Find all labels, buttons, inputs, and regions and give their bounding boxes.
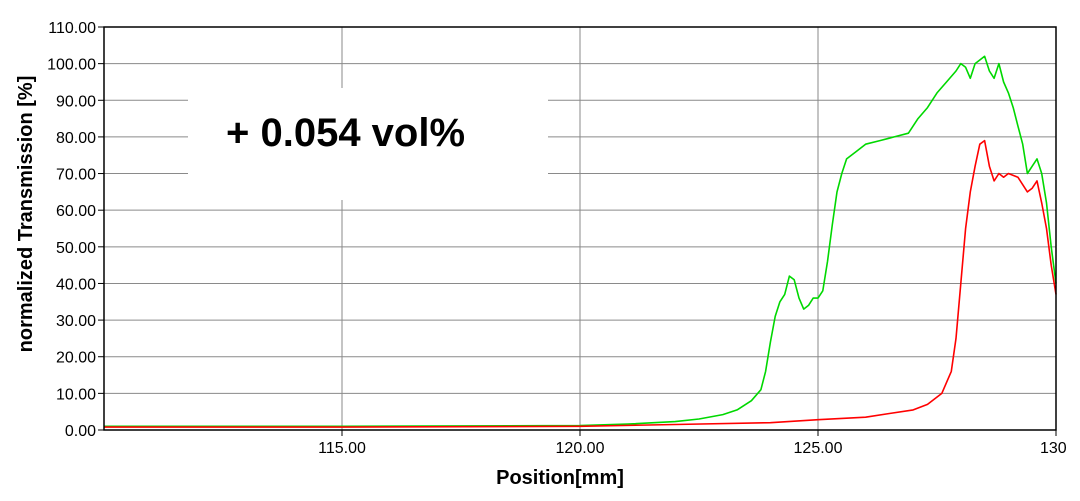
y-tick-label: 10.00 [56, 386, 96, 403]
y-tick-label: 50.00 [56, 240, 96, 257]
series-group [104, 55, 1057, 428]
x-tick-label: 120.00 [556, 440, 605, 457]
annotation-label: + 0.054 vol% [226, 111, 465, 155]
y-tick-label: 110.00 [48, 20, 96, 37]
series-line-1 [104, 55, 1057, 428]
y-tick-label: 40.00 [56, 276, 96, 293]
x-tick-label: 130 [1040, 440, 1067, 457]
y-tick-label: 70.00 [56, 167, 96, 184]
x-axis: 115.00 120.00 125.00 130 [318, 430, 1067, 457]
y-axis-title: normalized Transmission [%] [15, 76, 37, 353]
series-line-2 [104, 139, 1057, 428]
annotation-box [188, 88, 548, 200]
y-tick-label: 80.00 [56, 130, 96, 147]
y-tick-label: 0.00 [65, 423, 96, 440]
x-tick-label: 125.00 [794, 440, 843, 457]
y-tick-label: 100.00 [47, 57, 96, 74]
y-tick-label: 60.00 [56, 203, 96, 220]
y-tick-label: 30.00 [56, 313, 96, 330]
x-tick-label: 115.00 [318, 440, 366, 457]
y-tick-label: 90.00 [56, 93, 96, 110]
x-axis-title: Position[mm] [496, 467, 624, 489]
y-axis: 0.00 10.00 20.00 30.00 40.00 50.00 60.00 70.00 8… [47, 20, 104, 440]
y-tick-label: 20.00 [56, 350, 96, 367]
